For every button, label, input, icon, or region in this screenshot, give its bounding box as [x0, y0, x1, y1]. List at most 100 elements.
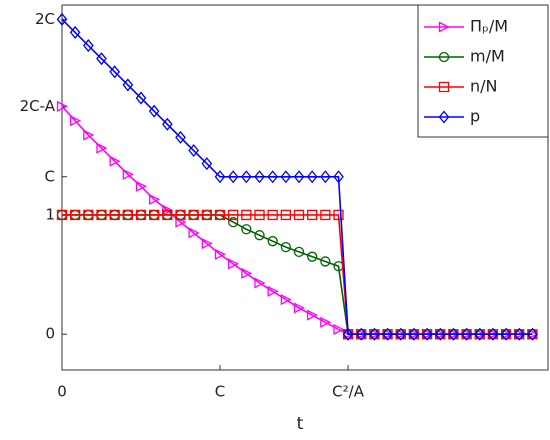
- marker: [438, 21, 450, 33]
- marker: [96, 142, 108, 154]
- marker: [241, 170, 252, 184]
- plot-frame: [61, 4, 549, 371]
- x-tick-label: C: [215, 383, 225, 401]
- marker: [56, 209, 68, 221]
- x-tick-label: C²/A: [332, 383, 365, 401]
- marker: [307, 209, 318, 221]
- x-axis-label: t: [297, 414, 304, 434]
- marker: [162, 117, 173, 131]
- marker: [307, 309, 319, 321]
- marker: [83, 129, 95, 141]
- marker: [320, 256, 331, 267]
- marker: [70, 115, 82, 127]
- marker: [149, 209, 160, 221]
- marker: [254, 277, 266, 289]
- y-tick-label: 2C: [35, 10, 55, 28]
- marker: [320, 316, 332, 328]
- marker: [267, 285, 279, 297]
- marker: [228, 216, 239, 228]
- marker: [122, 78, 134, 92]
- marker: [333, 170, 344, 184]
- marker: [162, 209, 173, 221]
- marker: [70, 209, 81, 221]
- marker: [214, 248, 226, 260]
- marker: [241, 209, 252, 221]
- marker: [149, 193, 161, 205]
- y-tick-label: 2C-A: [20, 97, 56, 115]
- marker: [382, 327, 393, 341]
- y-tick-label: C: [45, 167, 55, 185]
- marker: [280, 209, 291, 221]
- marker: [122, 168, 134, 180]
- marker: [241, 224, 252, 235]
- marker: [487, 327, 499, 341]
- marker: [201, 157, 213, 171]
- marker: [228, 258, 240, 270]
- y-tick-label: 0: [45, 325, 55, 343]
- marker: [109, 155, 121, 167]
- marker: [214, 170, 226, 184]
- marker: [280, 170, 292, 184]
- marker: [280, 241, 291, 253]
- marker: [109, 209, 120, 221]
- marker: [527, 327, 538, 341]
- marker: [83, 209, 94, 221]
- marker: [438, 81, 450, 93]
- marker: [135, 91, 147, 105]
- marker: [474, 327, 486, 341]
- marker: [56, 12, 68, 26]
- marker: [188, 209, 199, 221]
- marker: [333, 323, 345, 335]
- marker: [267, 170, 279, 184]
- legend-label: n/N: [470, 77, 498, 96]
- legend-label: p: [470, 107, 480, 126]
- marker: [254, 209, 265, 221]
- marker: [109, 65, 121, 79]
- legend-label: m/M: [470, 47, 505, 66]
- series-line: [61, 18, 533, 336]
- marker: [188, 143, 200, 158]
- marker: [135, 180, 147, 192]
- marker: [96, 52, 107, 66]
- marker: [254, 230, 265, 241]
- marker: [369, 327, 380, 341]
- marker: [306, 170, 318, 184]
- marker: [69, 25, 81, 39]
- marker: [438, 51, 450, 63]
- marker: [434, 327, 446, 341]
- marker: [201, 209, 212, 221]
- marker: [96, 209, 107, 221]
- marker: [408, 327, 420, 341]
- marker: [461, 327, 472, 341]
- marker: [355, 327, 367, 341]
- marker: [228, 209, 239, 221]
- marker: [448, 327, 459, 341]
- marker: [293, 170, 305, 184]
- marker: [254, 170, 265, 184]
- marker: [320, 209, 331, 221]
- marker: [395, 327, 407, 341]
- marker: [293, 302, 305, 314]
- marker: [438, 110, 450, 124]
- marker: [135, 209, 147, 221]
- marker: [421, 327, 433, 341]
- marker: [214, 209, 226, 221]
- marker: [320, 170, 331, 184]
- marker: [267, 209, 278, 221]
- marker: [227, 170, 239, 184]
- marker: [175, 209, 186, 221]
- marker: [175, 130, 186, 144]
- marker: [342, 327, 354, 341]
- series-line: [61, 105, 533, 336]
- marker: [82, 39, 94, 53]
- marker: [500, 327, 512, 341]
- series-line: [62, 214, 533, 336]
- marker: [293, 209, 305, 221]
- marker: [267, 236, 278, 247]
- y-tick-label: 1: [45, 205, 55, 223]
- legend-label: Πₚ/M: [470, 17, 508, 36]
- marker: [201, 238, 213, 250]
- marker: [280, 294, 292, 306]
- series-line: [62, 214, 533, 336]
